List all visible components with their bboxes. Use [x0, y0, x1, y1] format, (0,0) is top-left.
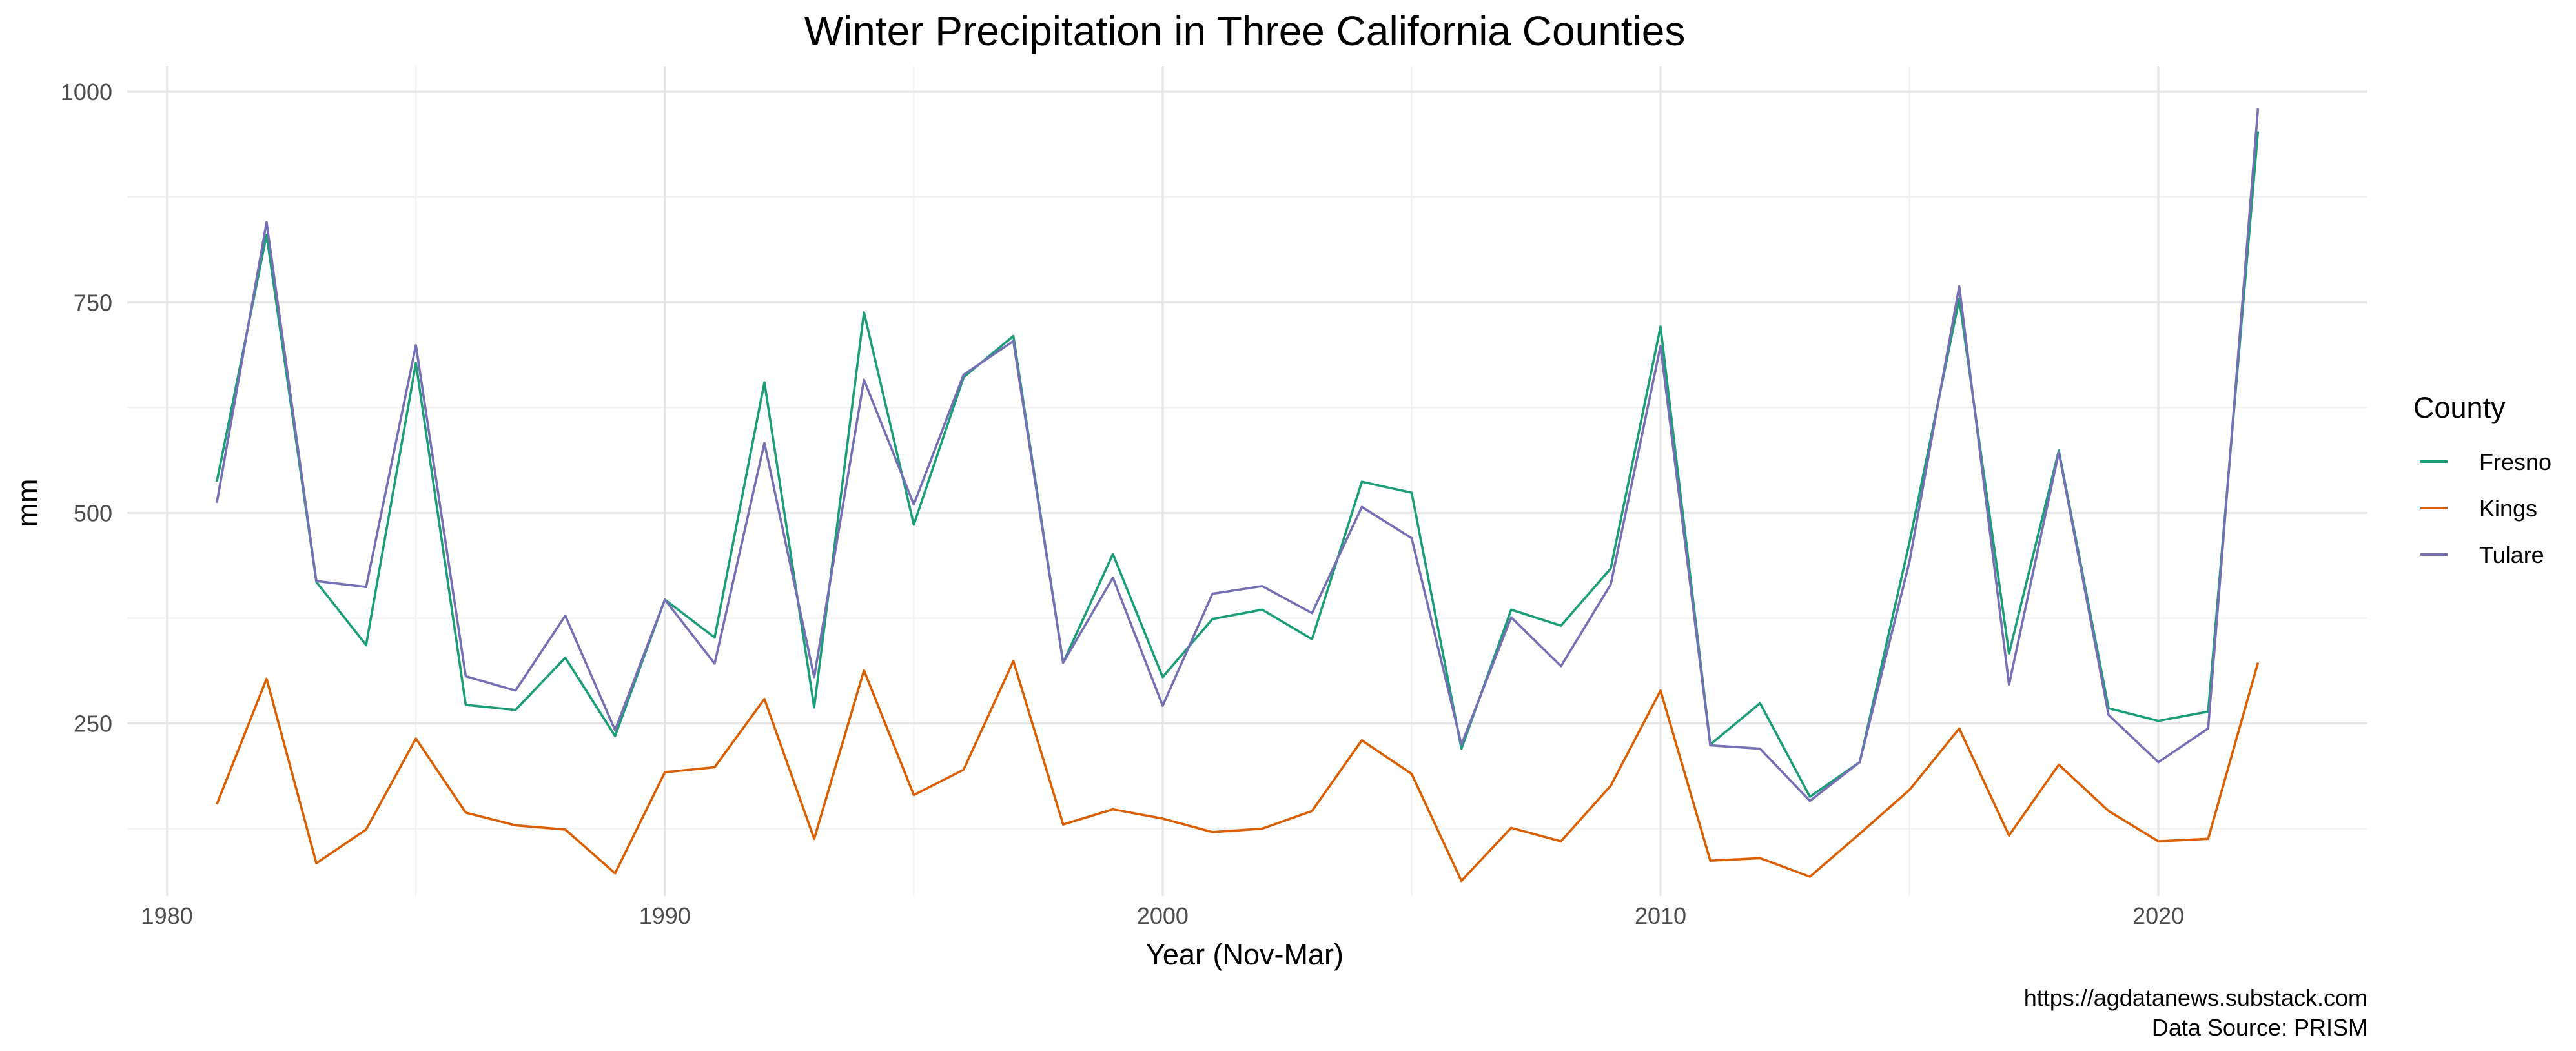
y-axis-title: mm	[11, 479, 44, 527]
caption: https://agdatanews.substack.com Data Sou…	[2024, 985, 2367, 1041]
x-tick-label: 2020	[2132, 903, 2184, 929]
y-tick-label: 250	[74, 711, 112, 737]
x-tick-label: 1980	[141, 903, 193, 929]
series-line-fresno	[216, 131, 2260, 798]
caption-url: https://agdatanews.substack.com	[2024, 985, 2367, 1011]
caption-source: Data Source: PRISM	[2152, 1014, 2367, 1041]
x-axis-title: Year (Nov-Mar)	[1146, 938, 1344, 971]
x-tick-label: 2010	[1635, 903, 1686, 929]
plot-grid	[127, 66, 2367, 896]
y-tick-label: 1000	[61, 79, 112, 105]
series-line-tulare	[216, 108, 2260, 802]
legend-title: County	[2413, 391, 2506, 424]
y-tick-label: 750	[74, 289, 112, 316]
x-tick-label: 2000	[1137, 903, 1189, 929]
legend-label-tulare: Tulare	[2479, 542, 2544, 568]
chart-title: Winter Precipitation in Three California…	[804, 8, 1686, 54]
y-axis-ticks: 250 500 750 1000	[61, 79, 112, 737]
x-tick-label: 1990	[639, 903, 691, 929]
legend-label-kings: Kings	[2479, 495, 2537, 522]
legend: County Fresno Kings Tulare	[2413, 391, 2551, 568]
plot-series	[216, 108, 2260, 883]
legend-label-fresno: Fresno	[2479, 449, 2551, 475]
y-tick-label: 500	[74, 500, 112, 526]
series-line-kings	[216, 660, 2260, 883]
x-axis-ticks: 1980 1990 2000 2010 2020	[141, 903, 2185, 929]
